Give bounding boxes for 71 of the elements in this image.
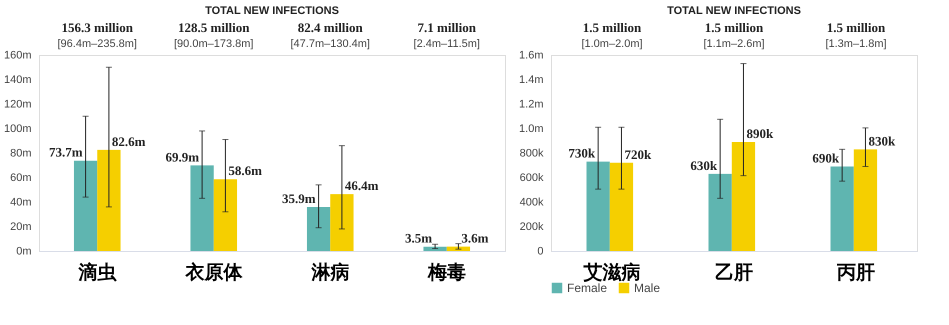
text: 7.1 million [417,20,477,35]
bar [586,162,610,251]
text: [2.4m–11.5m] [414,38,480,50]
data-label: 730k [568,146,596,161]
bar [214,179,238,251]
data-label: 69.9m [166,149,200,164]
y-tick-label: 160m [4,50,32,62]
bar [190,165,214,251]
y-tick-label: 600k [520,172,544,184]
data-label: 46.4m [344,178,379,194]
text: 156.3 million [61,20,134,35]
x-tick-label: 乙肝 [715,262,753,284]
data-label: 82.6m [112,134,146,149]
x-tick-label: 淋病 [310,262,350,284]
x-tick-label: 丙肝 [836,262,875,284]
chart-title: TOTAL NEW INFECTIONS [667,5,801,17]
bar [610,162,634,251]
data-label: 35.9m [282,191,316,206]
legend-label: Male [634,281,660,295]
y-tick-label: 1.4m [519,74,544,86]
legend-label: Female [567,281,608,295]
bar [330,194,354,251]
y-tick-label: 1.0m [519,123,544,135]
bar [732,142,756,251]
y-tick-label: 800k [520,148,544,160]
y-tick-label: 0 [537,246,544,258]
y-tick-label: 0m [16,246,32,258]
y-tick-label: 1.6m [519,50,544,62]
text: [47.7m–130.4m] [290,38,370,50]
y-tick-label: 400k [520,196,544,208]
y-tick-label: 80m [10,148,32,160]
data-label: 3.5m [405,230,432,246]
text: 1.5 million [704,20,764,35]
text: [1.3m–1.8m] [825,38,887,50]
y-tick-label: 40m [10,196,32,208]
x-tick-label: 艾滋病 [582,262,640,284]
text: [96.4m–235.8m] [58,38,137,50]
bar [306,207,330,251]
y-tick-label: 120m [4,98,32,110]
x-tick-label: 衣原体 [184,262,244,284]
bar [708,174,732,251]
x-tick-label: 滴虫 [77,262,118,284]
data-label: 890k [746,126,774,141]
y-tick-label: 1.2m [519,98,544,110]
y-tick-label: 60m [10,172,32,184]
y-tick-label: 20m [10,221,32,233]
text: 1.5 million [582,20,642,35]
bar [446,246,470,251]
text: 128.5 million [178,20,250,35]
chart-title: TOTAL NEW INFECTIONS [205,5,339,17]
data-label: 3.6m [461,230,489,246]
y-tick-label: 140m [4,74,32,86]
data-label: 830k [868,133,896,148]
data-label: 630k [690,158,718,173]
text: 82.4 million [298,20,364,35]
bar [830,166,854,251]
bar [74,160,98,251]
bar [423,246,447,251]
data-label: 720k [624,146,652,162]
y-tick-label: 200k [520,221,544,233]
y-tick-label: 100m [4,123,32,135]
x-tick-label: 梅毒 [426,262,466,284]
text: [1.1m–2.6m] [703,38,765,50]
text: [1.0m–2.0m] [581,38,643,50]
data-label: 690k [812,150,840,166]
text: [90.0m–173.8m] [174,38,254,50]
text: 1.5 million [826,20,886,35]
bar [97,150,121,251]
data-label: 73.7m [49,144,83,160]
bar [854,149,878,251]
data-label: 58.6m [228,163,262,178]
